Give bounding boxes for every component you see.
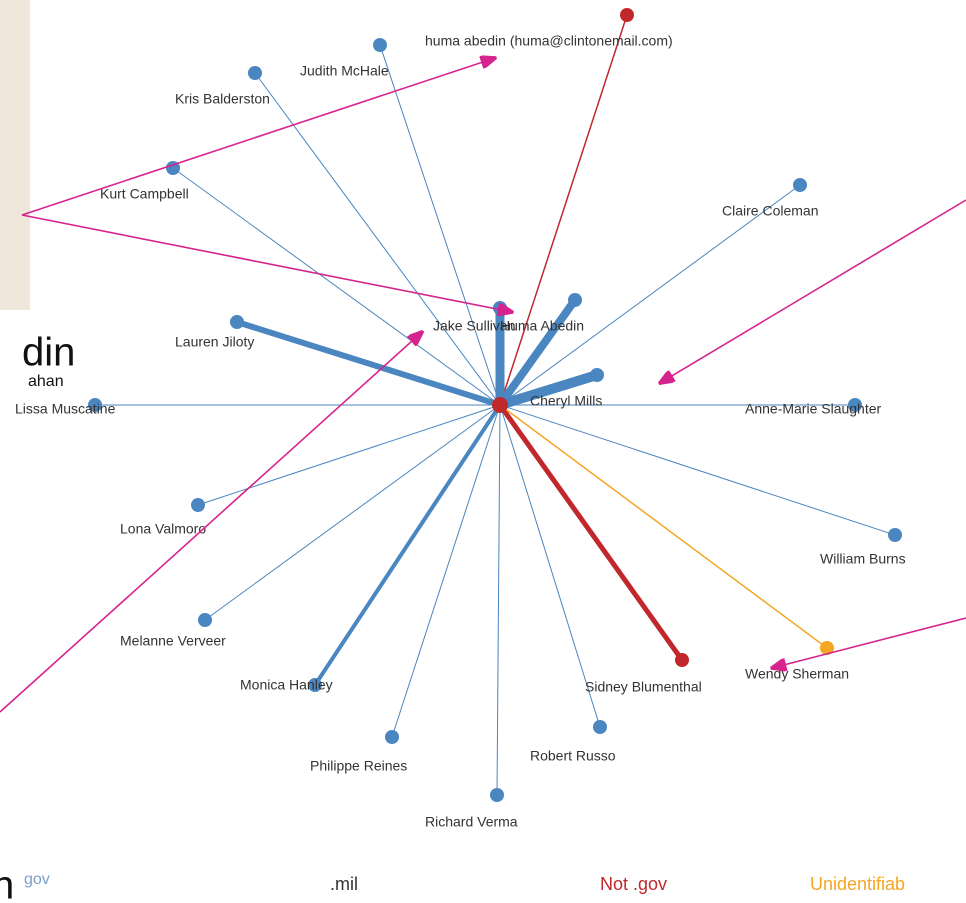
node-label: Robert Russo [530,748,616,764]
legend-label: Unidentifiab [810,874,905,894]
edge [500,405,682,660]
node [490,788,504,802]
node [385,730,399,744]
edge [500,15,627,405]
node [198,613,212,627]
node-label: Lauren Jiloty [175,334,254,350]
node [793,178,807,192]
edge [500,405,827,648]
node-label: William Burns [820,551,906,567]
node [888,528,902,542]
node-label: Richard Verma [425,814,518,830]
node [590,368,604,382]
edge [497,405,500,795]
node-label: Claire Coleman [722,203,818,219]
node-label: Kurt Campbell [100,186,189,202]
legend-label: Not .gov [600,874,667,894]
node-label: Kris Balderston [175,91,270,107]
node [373,38,387,52]
node-label: huma abedin (huma@clintonemail.com) [425,33,673,49]
node-label: Melanne Verveer [120,633,226,649]
node-label: Judith McHale [300,63,389,79]
node-label: Cheryl Mills [530,393,602,409]
node [191,498,205,512]
node-label: Philippe Reines [310,758,407,774]
edge [205,405,500,620]
node [620,8,634,22]
node [593,720,607,734]
node-label: Huma Abedin [500,318,584,334]
node-label: Monica Hanley [240,677,333,693]
node-label: Lissa Muscatine [15,401,116,417]
caption-bottom: n [0,864,14,903]
legend-gov: gov [24,871,50,888]
edge [380,45,500,405]
legend-label: .mil [330,874,358,894]
node-label: Sidney Blumenthal [585,679,702,695]
caption-role: ahan [28,373,64,390]
node [248,66,262,80]
caption-name: din [22,331,75,375]
screenshot: din ahan n gov huma abedin (huma@clinton… [0,0,966,903]
edge [315,405,500,685]
node-label: Wendy Sherman [745,666,849,682]
edge [500,405,895,535]
edge [255,73,500,405]
node-label: Anne-Marie Slaughter [745,401,882,417]
node [230,315,244,329]
center-node [492,397,508,413]
pointer-arrows [0,58,966,712]
network-diagram: din ahan n gov huma abedin (huma@clinton… [0,0,966,903]
node-label: Lona Valmoro [120,521,206,537]
node [675,653,689,667]
edge [198,405,500,505]
edge [392,405,500,737]
photo [0,0,30,310]
edge [173,168,500,405]
node [568,293,582,307]
edge [237,322,500,405]
